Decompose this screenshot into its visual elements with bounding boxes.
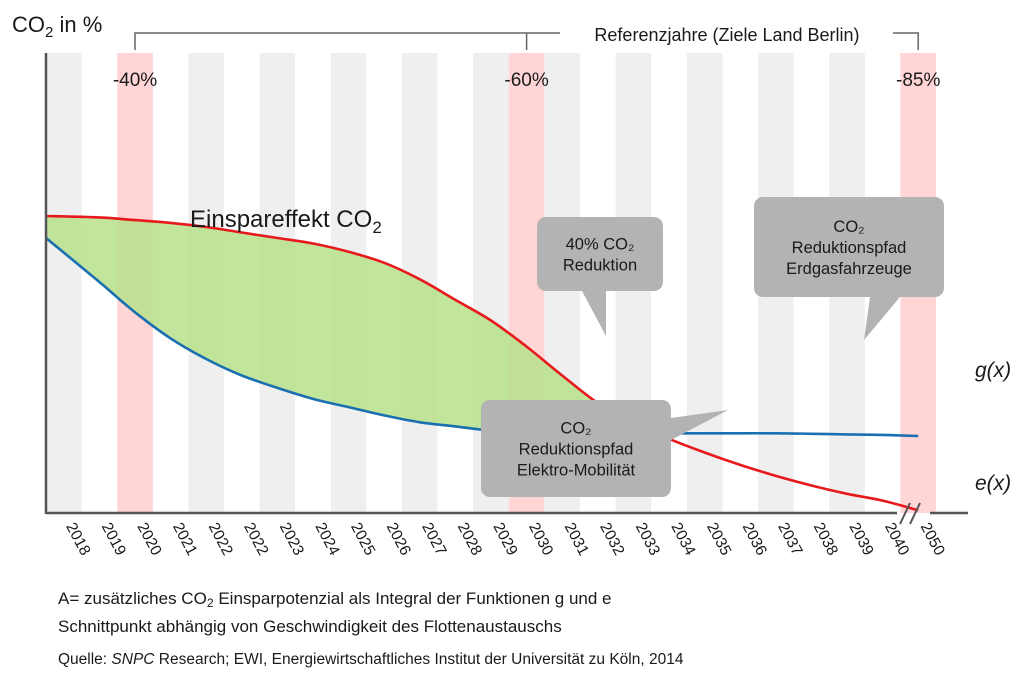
x-tick-label-13: 2030 — [525, 520, 556, 559]
x-tick-label-15: 2032 — [596, 520, 627, 558]
stripe-18 — [686, 53, 723, 513]
x-tick-label-4: 2022 — [205, 520, 236, 558]
x-tick-labels: 2018 2019 2020 2021 2022 2022 2023 2024 2025 2026… — [62, 520, 948, 559]
callout-intersection-line-1: Reduktion — [563, 257, 637, 275]
x-tick-label-1: 2019 — [98, 520, 129, 558]
source-emphasis: SNPC — [111, 651, 155, 668]
callout-gas-line-1: Reduktionspfad — [792, 239, 907, 257]
source-text: Research; EWI, Energiewirtschaftliches I… — [154, 651, 684, 668]
series-line-e — [45, 214, 919, 512]
source-note: Quelle: SNPC Research; EWI, Energiewirts… — [58, 651, 683, 669]
callout-box-intersection — [537, 217, 663, 291]
callout-ev-line-0: CO₂ — [560, 420, 591, 438]
x-tick-label-2: 2020 — [133, 520, 164, 559]
callout-intersection-line-0: 40% CO₂ — [566, 236, 635, 254]
x-tick-label-20: 2037 — [774, 520, 805, 558]
series-label-e: e(x) — [975, 472, 1011, 495]
x-tick-label-9: 2026 — [383, 520, 414, 558]
x-tick-label-21: 2038 — [810, 520, 841, 558]
callout-ev-line-2: Elektro-Mobilität — [517, 462, 636, 480]
series-label-g: g(x) — [975, 359, 1011, 382]
x-tick-label-0: 2018 — [62, 520, 93, 558]
savings-area-fill — [46, 216, 669, 439]
x-tick-label-22: 2039 — [845, 520, 876, 558]
reference-percent-2030: -60% — [504, 70, 548, 91]
x-tick-label-24: 2050 — [917, 520, 948, 559]
axis-break-mark-2 — [909, 502, 921, 525]
chart: 2018 2019 2020 2021 2022 2022 2023 2024 2025 2026… — [12, 12, 1011, 559]
callout-box-gas — [754, 197, 944, 297]
note-line-1-sub: 2 — [206, 596, 214, 611]
x-tick-label-16: 2033 — [632, 520, 663, 558]
source-prefix: Quelle: — [58, 651, 112, 668]
axis-break-mark-1 — [899, 502, 911, 525]
note-line-1-text-b: Einsparpotenzial als Integral der Funkti… — [213, 589, 612, 608]
x-tick-label-11: 2028 — [454, 520, 485, 558]
x-tick-label-3: 2021 — [169, 520, 200, 558]
x-tick-label-12: 2029 — [489, 520, 520, 558]
note-line-2: Schnittpunkt abhängig von Geschwindigkei… — [58, 617, 562, 636]
callout-pointer-ev — [671, 410, 728, 440]
x-tick-label-14: 2031 — [561, 520, 592, 558]
x-tick-label-5: 2022 — [240, 520, 271, 558]
x-tick-label-8: 2025 — [347, 520, 378, 558]
reference-percent-2020: -40% — [113, 70, 157, 91]
x-tick-label-23: 2040 — [881, 520, 912, 559]
y-axis-label: CO2 in % — [12, 12, 102, 41]
x-tick-label-17: 2034 — [667, 520, 698, 559]
reference-percent-2050: -85% — [896, 70, 940, 91]
x-tick-label-6: 2023 — [276, 520, 307, 558]
callout-box-ev — [481, 400, 671, 497]
savings-effect-label: Einspareffekt CO2 — [190, 206, 382, 237]
x-tick-label-10: 2027 — [418, 520, 449, 558]
callout-ev: CO₂ Reduktionspfad Elektro-Mobilität — [481, 400, 728, 497]
callout-gas-line-2: Erdgasfahrzeuge — [786, 260, 912, 278]
callouts: 40% CO₂ Reduktion CO₂ Reduktionspfad Erdgasf… — [481, 197, 944, 497]
note-line-1-text-a: A= zusätzliches CO — [58, 589, 207, 608]
axes — [44, 53, 968, 525]
callout-gas: CO₂ Reduktionspfad Erdgasfahrzeuge — [754, 197, 944, 340]
reference-years-label: Referenzjahre (Ziele Land Berlin) — [594, 25, 859, 45]
stripe-0 — [46, 53, 82, 513]
callout-ev-line-1: Reduktionspfad — [519, 441, 634, 459]
note-line-1: A= zusätzliches CO2 Einsparpotenzial als… — [58, 589, 612, 609]
callout-pointer-intersection — [582, 291, 606, 336]
x-tick-label-19: 2036 — [739, 520, 770, 558]
reference-labels: -40% -60% -85% — [113, 32, 940, 91]
x-tick-label-18: 2035 — [703, 520, 734, 558]
reference-bracket — [134, 32, 919, 50]
callout-intersection: 40% CO₂ Reduktion — [537, 217, 663, 336]
callout-pointer-gas — [864, 297, 900, 340]
x-tick-label-7: 2024 — [311, 520, 342, 559]
callout-gas-line-0: CO₂ — [833, 218, 864, 236]
